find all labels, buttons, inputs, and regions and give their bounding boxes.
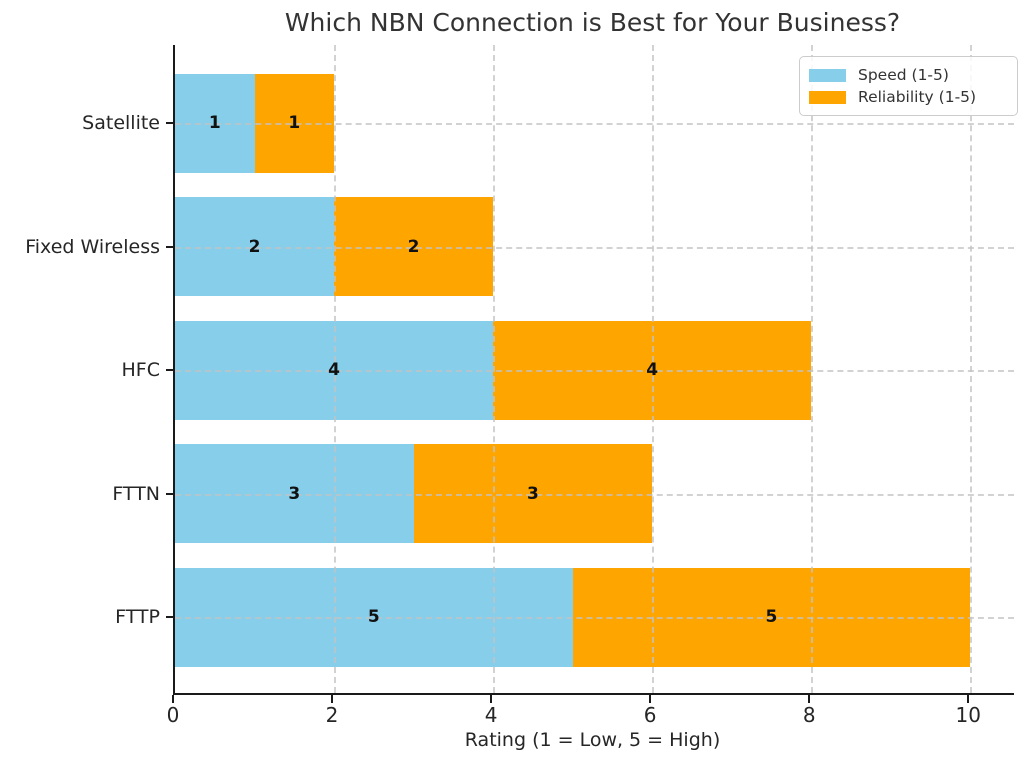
- y-gridline: [175, 493, 1014, 496]
- bar-value-label: 4: [646, 360, 659, 381]
- legend: Speed (1-5) Reliability (1-5): [799, 56, 1018, 116]
- x-gridline: [652, 45, 655, 693]
- xtick-mark: [490, 695, 493, 703]
- bar-value-label: 4: [328, 360, 340, 381]
- xtick-label: 10: [955, 703, 981, 727]
- xtick-label: 8: [802, 703, 816, 727]
- ytick-mark: [166, 369, 174, 372]
- bar-value-label: 1: [288, 113, 301, 133]
- ytick-mark: [166, 492, 174, 495]
- y-gridline: [175, 617, 1014, 620]
- ytick-label: FTTP: [115, 606, 160, 629]
- chart-title: Which NBN Connection is Best for Your Bu…: [284, 8, 901, 37]
- x-gridline: [334, 45, 337, 693]
- x-axis-label: Rating (1 = Low, 5 = High): [464, 729, 721, 751]
- ytick-label: Fixed Wireless: [25, 235, 160, 258]
- plot-area: 1 1 2 2 4 4 3 3 5 5: [173, 45, 1014, 695]
- ytick-label: Satellite: [82, 112, 160, 134]
- xtick-mark: [331, 695, 334, 703]
- xtick-label: 6: [643, 703, 657, 727]
- bar-value-label: 2: [407, 236, 420, 257]
- legend-entry-label: Speed (1-5): [858, 66, 949, 84]
- y-gridline: [175, 246, 1014, 249]
- xtick-label: 4: [484, 703, 498, 727]
- ytick-mark: [166, 122, 174, 124]
- legend-swatch-icon: [809, 68, 846, 82]
- bar-value-label: 3: [288, 483, 301, 504]
- bar-value-label: 2: [248, 236, 261, 257]
- bar-value-label: 5: [765, 607, 778, 628]
- legend-entry-reliability: Reliability (1-5): [809, 86, 1007, 108]
- xtick-label: 2: [325, 703, 339, 727]
- xtick-mark: [808, 695, 811, 703]
- bar-value-label: 5: [367, 607, 380, 628]
- legend-entry-label: Reliability (1-5): [858, 88, 977, 106]
- xtick-mark: [649, 695, 652, 703]
- xtick-label: 0: [166, 703, 180, 727]
- ytick-mark: [166, 245, 174, 248]
- ytick-label: FTTN: [112, 482, 160, 505]
- xtick-mark: [967, 695, 970, 703]
- xtick-mark: [172, 695, 174, 703]
- x-gridline: [970, 45, 973, 693]
- ytick-mark: [166, 616, 174, 619]
- x-gridline: [811, 45, 814, 693]
- legend-swatch-icon: [809, 90, 846, 104]
- ytick-label: HFC: [121, 359, 160, 382]
- y-gridline: [175, 370, 1014, 373]
- legend-entry-speed: Speed (1-5): [809, 64, 1007, 86]
- y-gridline: [175, 123, 1014, 125]
- bar-value-label: 3: [526, 483, 539, 504]
- x-gridline: [493, 45, 496, 693]
- bar-value-label: 1: [208, 113, 221, 133]
